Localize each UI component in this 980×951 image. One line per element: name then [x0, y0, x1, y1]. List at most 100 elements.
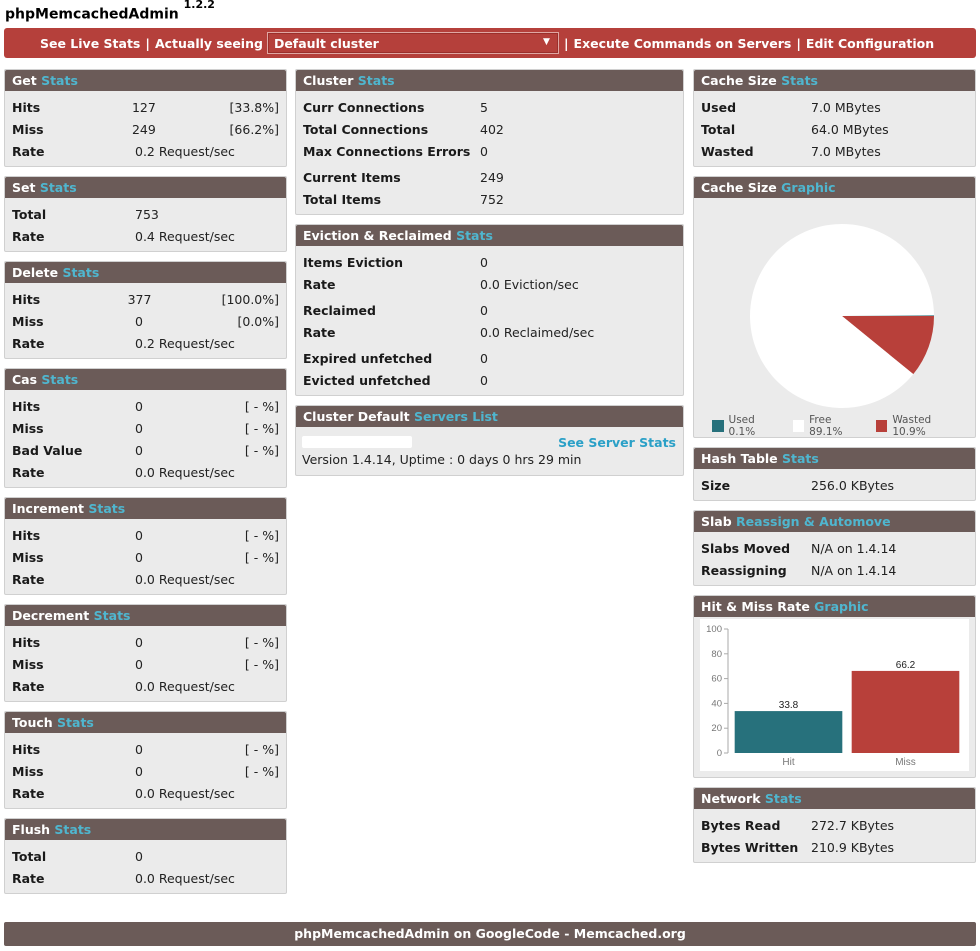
hit-miss-graphic-panel: Hit & Miss Rate Graphic 0 20 40 60 80 100 33.8…: [693, 595, 976, 778]
stat-percent: [ - %]: [244, 398, 279, 414]
see-server-stats-link[interactable]: See Server Stats: [558, 434, 676, 450]
footer: phpMemcachedAdmin on GoogleCode - Memcac…: [4, 922, 976, 946]
stat-row: Rate 0.0 Request/sec: [12, 675, 279, 697]
panel-title: Cache Size: [701, 73, 777, 88]
stat-row: Miss 0 [ - %]: [12, 760, 279, 782]
cluster-select-value: Default cluster: [273, 35, 379, 51]
panel-accent: Stats: [456, 228, 493, 243]
stat-row: Items Eviction 0: [303, 251, 676, 273]
nav-separator: |: [563, 35, 569, 51]
stat-value: 753: [135, 206, 159, 222]
stat-value: 0.0 Reclaimed/sec: [480, 324, 595, 340]
stat-label: Rate: [303, 276, 336, 292]
stat-label: Hits: [12, 741, 41, 757]
stat-value: 0: [135, 442, 143, 458]
stat-percent: [ - %]: [244, 527, 279, 543]
data-label: 66.2: [896, 660, 916, 671]
stat-value: 377: [127, 291, 152, 307]
middle-column: Cluster Stats Curr Connections 5 Total Co…: [295, 69, 684, 485]
stat-value: 402: [480, 121, 504, 137]
stat-label: Rate: [12, 870, 45, 886]
stat-label: Reclaimed: [303, 302, 376, 318]
stat-row: Slabs Moved N/A on 1.4.14: [701, 537, 968, 559]
stat-row: Rate 0.2 Request/sec: [12, 332, 279, 354]
network-stats-panel: Network Stats Bytes Read 272.7 KBytes Byt…: [693, 787, 976, 863]
stat-row: Expired unfetched 0: [303, 347, 676, 369]
stat-value: 127: [131, 99, 156, 115]
stat-row: Current Items 249: [303, 166, 676, 188]
see-live-stats-link[interactable]: See Live Stats: [40, 35, 141, 51]
panel-header: Flush Stats: [5, 819, 286, 840]
panel-title: Decrement: [12, 608, 90, 623]
right-column: Cache Size Stats Used 7.0 MBytes Total 64.…: [693, 69, 976, 872]
legend-label: Free 89.1%: [809, 414, 843, 438]
server-row: See Server Stats: [296, 433, 676, 451]
stat-percent: [100.0%]: [221, 291, 279, 307]
stat-value: 0.0 Request/sec: [135, 870, 235, 886]
stat-value: 0: [135, 420, 143, 436]
stat-row: Total Connections 402: [303, 118, 676, 140]
stat-value: 0: [480, 372, 488, 388]
stat-label: Rate: [12, 785, 45, 801]
stat-label: Bytes Written: [701, 839, 799, 855]
stat-row: Hits 127 [33.8%]: [12, 96, 279, 118]
pie-legend: Used 0.1% Free 89.1% Wasted 10.9%: [712, 414, 975, 438]
stat-value: 0: [135, 741, 143, 757]
stat-label: Rate: [12, 228, 45, 244]
stat-value: 0: [135, 549, 143, 565]
stat-label: Current Items: [303, 169, 401, 185]
stat-percent: [ - %]: [244, 763, 279, 779]
stat-row: Bytes Written 210.9 KBytes: [701, 836, 968, 858]
stat-label: Slabs Moved: [701, 540, 791, 556]
stat-row: Hits 0 [ - %]: [12, 395, 279, 417]
panel-accent: Stats: [782, 451, 819, 466]
nav-separator: |: [145, 35, 150, 51]
set-stats-panel: Set Stats Total 753 Rate 0.4 Request/sec: [4, 176, 287, 252]
edit-configuration-link[interactable]: Edit Configuration: [805, 35, 935, 51]
stat-value: 0: [480, 302, 488, 318]
panel-header: Cache Size Graphic: [694, 177, 975, 198]
cluster-select[interactable]: Default cluster ▼: [266, 32, 559, 54]
stat-value: 0.0 Request/sec: [135, 571, 235, 587]
panel-title: Flush: [12, 822, 51, 837]
panel-accent: Stats: [781, 73, 818, 88]
stat-value: 0.2 Request/sec: [135, 335, 235, 351]
stat-label: Total: [12, 206, 47, 222]
stat-value: 0.0 Request/sec: [135, 785, 235, 801]
stat-row: Miss 0 [ - %]: [12, 546, 279, 568]
legend-item-wasted: Wasted 10.9%: [875, 414, 965, 438]
stat-row: Wasted 7.0 MBytes: [701, 140, 968, 162]
stat-label: Miss: [12, 313, 44, 329]
legend-label: Used 0.1%: [728, 414, 756, 438]
cache-size-pie-chart: [750, 224, 934, 408]
panel-accent: Graphic: [814, 599, 869, 614]
stat-value: 0.2 Request/sec: [135, 143, 235, 159]
stat-row: Evicted unfetched 0: [303, 369, 676, 391]
stat-value: 0.0 Request/sec: [135, 678, 235, 694]
hit-miss-bar-chart: 0 20 40 60 80 100 33.8 Hit 66.2 Miss: [700, 619, 969, 771]
panel-header: Increment Stats: [5, 498, 286, 519]
panel-title: Hash Table: [701, 451, 778, 466]
stat-value: 0.4 Request/sec: [135, 228, 235, 244]
panel-title: Eviction & Reclaimed: [303, 228, 452, 243]
stat-value: 0.0 Eviction/sec: [480, 276, 579, 292]
server-version: Version 1.4.14, Uptime : 0 days 0 hrs 29…: [302, 452, 582, 467]
panel-header: Delete Stats: [5, 262, 286, 283]
panel-title: Cluster: [303, 73, 354, 88]
execute-commands-link[interactable]: Execute Commands on Servers: [573, 35, 792, 51]
stat-label: Items Eviction: [303, 254, 404, 270]
stat-value: 7.0 MBytes: [811, 99, 881, 115]
stat-row: Rate 0.0 Request/sec: [12, 461, 279, 483]
flush-stats-panel: Flush Stats Total 0 Rate 0.0 Request/sec: [4, 818, 287, 894]
stat-row: Bytes Read 272.7 KBytes: [701, 814, 968, 836]
panel-header: Set Stats: [5, 177, 286, 198]
stat-label: Total Connections: [303, 121, 429, 137]
footer-links[interactable]: phpMemcachedAdmin on GoogleCode - Memcac…: [294, 926, 686, 941]
stat-label: Hits: [12, 398, 41, 414]
stat-value: N/A on 1.4.14: [811, 540, 897, 556]
panel-title: Network: [701, 791, 761, 806]
stat-label: Hits: [12, 291, 41, 307]
slab-panel: Slab Reassign & Automove Slabs Moved N/A …: [693, 510, 976, 586]
stat-value: 210.9 KBytes: [811, 839, 895, 855]
stat-row: Total Items 752: [303, 188, 676, 210]
